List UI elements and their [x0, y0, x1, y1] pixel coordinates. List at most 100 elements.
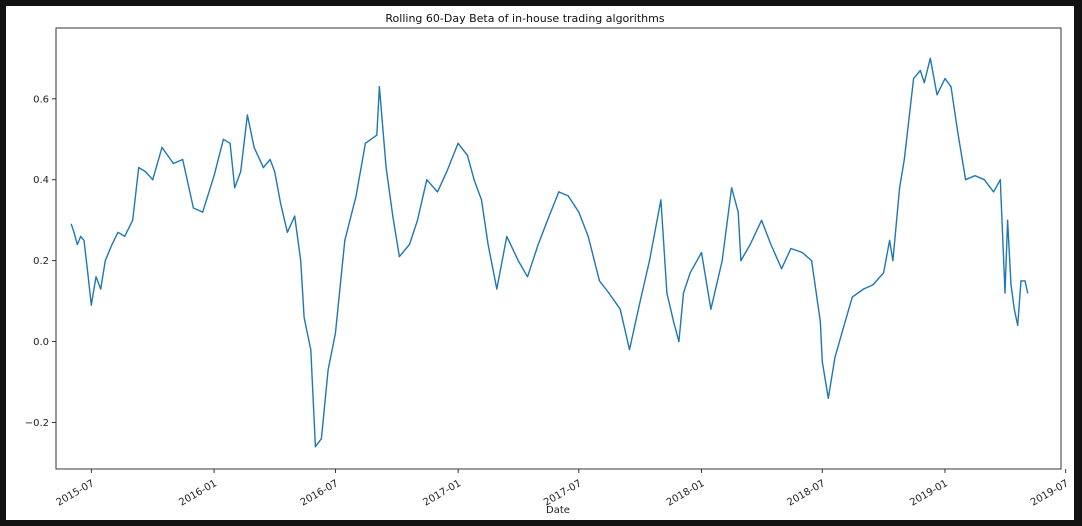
x-tick-label: 2017-01 [421, 478, 463, 508]
y-axis: −0.2 0.0 0.2 0.4 0.6 [25, 94, 56, 429]
series-point [567, 195, 569, 197]
chart-title: Rolling 60-Day Beta of in-house trading … [385, 12, 664, 25]
series-point [202, 211, 204, 213]
series-point [222, 138, 224, 140]
series-point [936, 94, 938, 96]
y-tick-label: 0.0 [33, 337, 49, 348]
series-point [801, 251, 803, 254]
x-tick-label: 2019-01 [908, 478, 950, 508]
series-point [749, 243, 751, 246]
series-point [851, 296, 853, 298]
series-point [619, 308, 621, 310]
y-tick-label: −0.2 [25, 418, 49, 429]
series-point [1027, 292, 1029, 294]
series-point [111, 243, 113, 246]
series-point [466, 154, 469, 156]
x-tick-label: 2018-01 [665, 478, 707, 508]
series-point [648, 260, 651, 262]
series-point [821, 361, 823, 363]
series-point [660, 199, 662, 201]
series-point [303, 316, 305, 318]
series-point [172, 162, 174, 165]
series-point [1004, 292, 1006, 294]
series-point [1017, 324, 1019, 326]
series-point [537, 243, 539, 246]
series-point [446, 171, 448, 173]
series-point [993, 191, 995, 193]
series-point [919, 69, 921, 72]
series-point [892, 260, 894, 262]
series-point [598, 280, 601, 282]
series-point [834, 357, 836, 359]
series-point [144, 171, 146, 173]
series-point [364, 142, 366, 144]
series-point [672, 320, 675, 322]
series-point [578, 211, 580, 213]
series-point [1024, 280, 1026, 282]
series-point [974, 175, 976, 177]
series-points [70, 57, 1029, 448]
series-point [213, 175, 215, 177]
y-tick-label: 0.6 [33, 94, 49, 105]
series-point [138, 167, 140, 169]
series-point [1007, 219, 1009, 221]
series-point [883, 272, 885, 274]
series-point [721, 260, 723, 262]
series-point [152, 179, 154, 181]
series-point [269, 158, 271, 161]
series-point [229, 142, 231, 144]
x-tick-label: 2015-07 [55, 478, 97, 508]
series-point [306, 332, 308, 335]
series-point [378, 86, 380, 88]
series-point [957, 130, 959, 132]
plot-area-frame [55, 27, 1062, 470]
series-point [811, 260, 813, 262]
chart-figure: Rolling 60-Day Beta of in-house trading … [6, 6, 1074, 520]
y-tick-label: 0.2 [33, 256, 49, 267]
series-point [842, 328, 844, 330]
series-point [86, 268, 88, 270]
series-point [300, 260, 302, 262]
x-tick-label: 2016-01 [177, 478, 219, 508]
series-point [517, 260, 519, 262]
series-point [689, 272, 691, 274]
series-point [682, 292, 685, 294]
series-point [1020, 280, 1022, 282]
series-point [240, 171, 242, 173]
x-axis-label: Date [546, 505, 570, 516]
series-point [117, 231, 119, 233]
series-point [827, 397, 829, 399]
series-point [480, 199, 483, 201]
series-point [496, 288, 498, 290]
series-point [355, 195, 357, 197]
series-point [740, 260, 742, 262]
series-point [310, 349, 312, 351]
series-point [983, 179, 985, 181]
series-point [473, 179, 475, 181]
series-point [639, 300, 641, 302]
series-point [923, 82, 925, 84]
series-point [344, 239, 346, 241]
series-point [944, 78, 946, 80]
series-point [965, 179, 967, 181]
chart-svg: Rolling 60-Day Beta of in-house trading … [25, 12, 1071, 516]
series-point [76, 243, 78, 246]
series-point [253, 146, 255, 148]
series-point [678, 341, 680, 343]
series-point [666, 292, 668, 294]
series-point [234, 187, 236, 189]
x-axis: 2015-07 2016-01 2016-07 2017-01 2017-07 2018-… [55, 469, 1071, 509]
series-point [929, 57, 931, 59]
series-point [327, 369, 329, 371]
series-point [608, 292, 610, 294]
series-point [790, 247, 792, 250]
series-point [863, 288, 865, 290]
series-point [294, 215, 296, 217]
series-point [628, 349, 631, 351]
series-point [1010, 284, 1012, 286]
series-point [426, 179, 428, 181]
series-point [280, 203, 282, 205]
series-point [731, 187, 733, 189]
series-point [408, 243, 411, 246]
series-point [132, 219, 134, 221]
